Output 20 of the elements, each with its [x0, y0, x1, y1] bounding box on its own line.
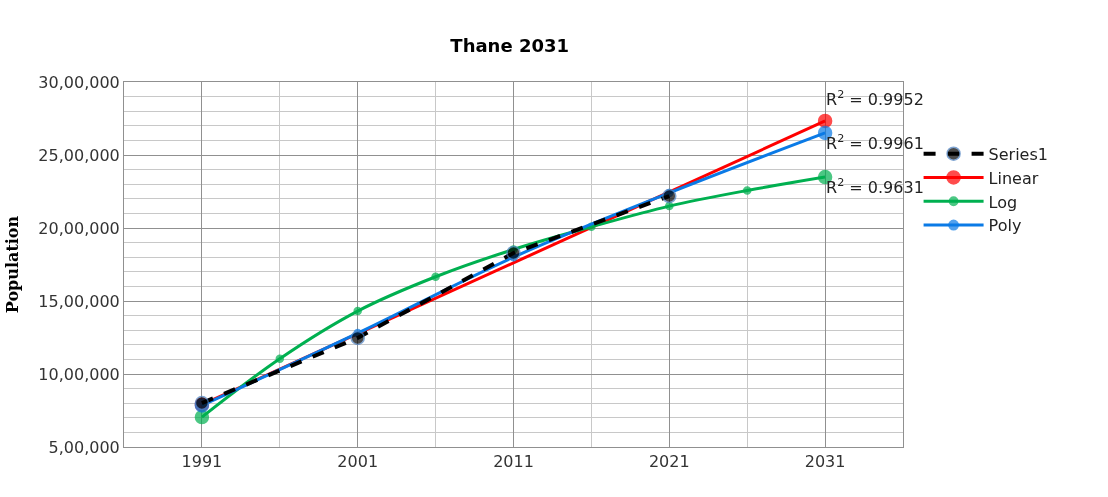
x-tick-label: 2021 — [648, 452, 690, 472]
annotation: R$^{2}$ = 0.9961 — [826, 132, 924, 153]
legend-label: Log — [988, 192, 1018, 212]
y-axis-title: Population — [3, 215, 23, 314]
chart-title: Thane 2031 — [450, 35, 569, 57]
x-tick-label: 2001 — [337, 452, 379, 472]
y-tick-label: 15,00,000 — [38, 291, 120, 311]
legend-label: Poly — [988, 216, 1022, 236]
x-tick-label: 1991 — [181, 452, 223, 472]
annotation: R$^{2}$ = 0.9952 — [826, 88, 924, 109]
y-tick-label: 5,00,000 — [48, 437, 120, 457]
annotation: R$^{2}$ = 0.9631 — [826, 176, 924, 197]
y-tick-label: 30,00,000 — [38, 72, 120, 92]
y-tick-label: 25,00,000 — [38, 145, 120, 165]
legend-label: Series1 — [988, 144, 1048, 164]
legend-label: Linear — [988, 168, 1039, 188]
x-tick-label: 2011 — [493, 452, 534, 472]
y-tick-label: 20,00,000 — [38, 218, 120, 238]
y-tick-label: 10,00,000 — [38, 364, 120, 384]
x-tick-label: 2031 — [804, 452, 846, 472]
